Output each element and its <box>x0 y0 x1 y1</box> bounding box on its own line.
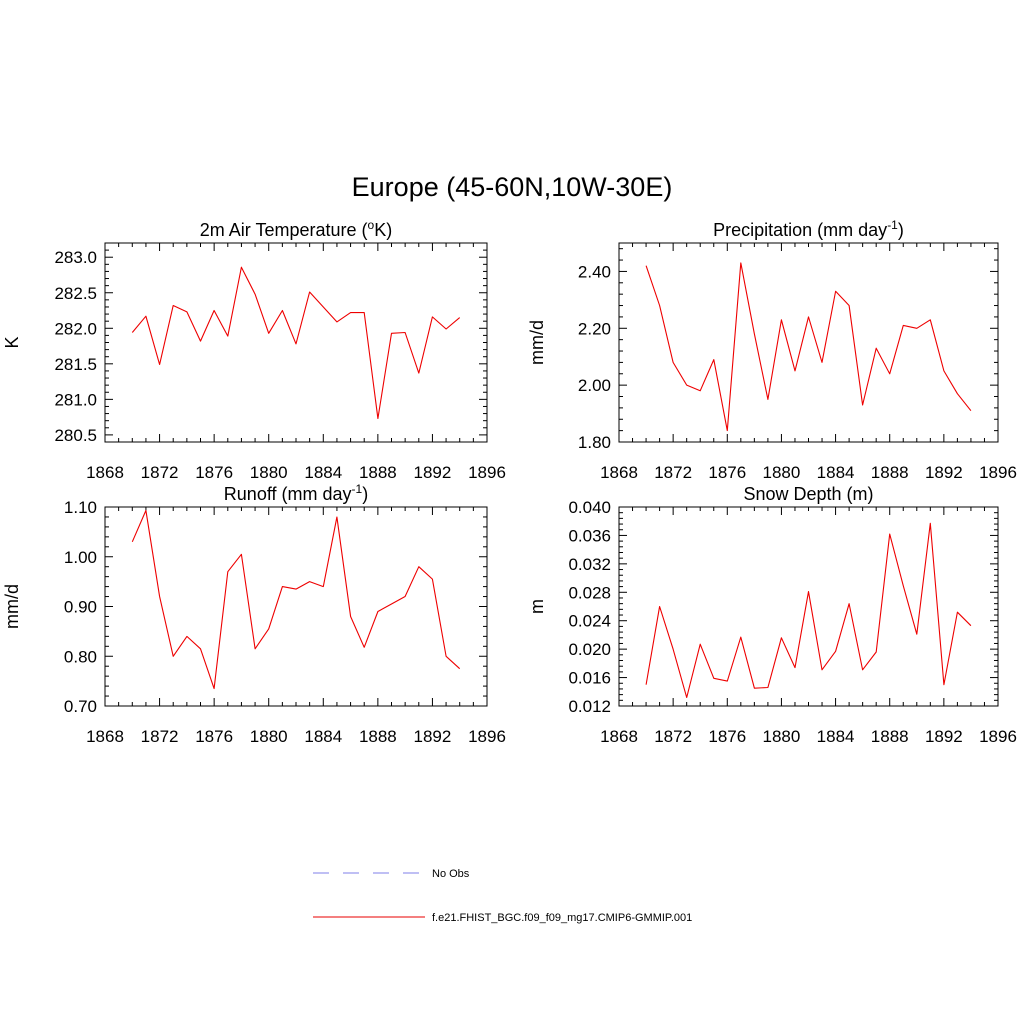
y-tick-label: 0.016 <box>568 669 611 688</box>
y-tick-label: 281.0 <box>54 390 97 409</box>
panel-title: Snow Depth (m) <box>743 484 873 504</box>
plot-frame <box>104 242 488 443</box>
x-tick-label: 1896 <box>468 727 506 746</box>
x-tick-label: 1884 <box>304 727 342 746</box>
x-tick-label: 1872 <box>141 727 179 746</box>
series-line <box>131 266 461 420</box>
panel-title-superscript: -1 <box>352 482 363 496</box>
y-tick-label: 282.0 <box>54 319 97 338</box>
x-tick-label: 1888 <box>871 463 909 482</box>
x-tick-label: 1872 <box>654 727 692 746</box>
y-tick-label: 281.5 <box>54 355 97 374</box>
panel-title-suffix: K) <box>374 220 392 240</box>
x-tick-label: 1872 <box>654 463 692 482</box>
chart-panel-1: 2m Air Temperature (oK) K 1868 1872 1876 1880… <box>2 218 506 482</box>
panel-title: Precipitation (mm day-1) <box>713 218 904 240</box>
figure-title: Europe (45-60N,10W-30E) <box>352 172 673 202</box>
y-tick-label: 2.40 <box>578 262 611 281</box>
panel-title-text: Snow Depth (m) <box>743 484 873 504</box>
panel-title-text: Precipitation (mm day <box>713 220 887 240</box>
series-line <box>645 522 972 699</box>
y-tick-label: 0.040 <box>568 498 611 517</box>
panel-title-superscript: o <box>368 218 375 232</box>
y-tick-label: 0.012 <box>568 697 611 716</box>
y-tick-label: 1.00 <box>64 548 97 567</box>
y-tick-label: 2.20 <box>578 319 611 338</box>
plot-frame <box>618 506 999 707</box>
y-axis-label: mm/d <box>527 320 547 365</box>
plot-frame <box>104 506 488 707</box>
plot-frame <box>618 242 999 443</box>
y-tick-label: 1.10 <box>64 498 97 517</box>
series-line <box>131 509 461 690</box>
panel-title-text: Runoff (mm day <box>224 484 352 504</box>
x-tick-label: 1896 <box>979 463 1017 482</box>
x-tick-label: 1868 <box>86 727 124 746</box>
y-axis-label: K <box>2 336 22 348</box>
panel-title-superscript: -1 <box>887 218 898 232</box>
y-tick-label: 280.5 <box>54 426 97 445</box>
panel-title-suffix: ) <box>898 220 904 240</box>
x-tick-label: 1868 <box>600 463 638 482</box>
x-tick-label: 1880 <box>250 463 288 482</box>
x-tick-label: 1872 <box>141 463 179 482</box>
chart-panel-4: Snow Depth (m) m 1868 1872 1876 1880 1884 1888 1… <box>527 484 1017 746</box>
x-tick-label: 1896 <box>979 727 1017 746</box>
panel-title-text: 2m Air Temperature ( <box>200 220 368 240</box>
panel-title: 2m Air Temperature (oK) <box>200 218 392 240</box>
y-tick-label: 0.80 <box>64 647 97 666</box>
panel-title: Runoff (mm day-1) <box>224 482 368 504</box>
x-tick-label: 1888 <box>359 463 397 482</box>
x-tick-label: 1876 <box>195 727 233 746</box>
series-line <box>645 262 972 432</box>
x-tick-label: 1888 <box>871 727 909 746</box>
y-tick-label: 0.028 <box>568 583 611 602</box>
x-tick-label: 1880 <box>763 463 801 482</box>
y-tick-label: 0.90 <box>64 598 97 617</box>
legend-label-1: No Obs <box>432 868 470 880</box>
y-tick-label: 282.5 <box>54 284 97 303</box>
y-tick-label: 0.032 <box>568 555 611 574</box>
x-tick-label: 1896 <box>468 463 506 482</box>
x-tick-label: 1892 <box>414 727 452 746</box>
y-tick-label: 0.024 <box>568 612 611 631</box>
y-axis-label: mm/d <box>2 584 22 629</box>
x-tick-label: 1892 <box>925 727 963 746</box>
chart-panel-2: Precipitation (mm day-1) mm/d 1868 1872 1876… <box>527 218 1017 482</box>
legend-label-2: f.e21.FHIST_BGC.f09_f09_mg17.CMIP6-GMMIP… <box>432 912 692 924</box>
x-tick-label: 1868 <box>600 727 638 746</box>
x-tick-label: 1884 <box>817 727 855 746</box>
x-tick-label: 1880 <box>250 727 288 746</box>
x-tick-label: 1876 <box>708 727 746 746</box>
legend: No Obs f.e21.FHIST_BGC.f09_f09_mg17.CMIP6… <box>313 868 692 924</box>
y-tick-label: 0.036 <box>568 526 611 545</box>
x-tick-label: 1876 <box>708 463 746 482</box>
x-tick-label: 1884 <box>304 463 342 482</box>
y-tick-label: 283.0 <box>54 248 97 267</box>
chart-panel-3: Runoff (mm day-1) mm/d 1868 1872 1876 1880 188… <box>2 482 506 746</box>
x-tick-label: 1892 <box>925 463 963 482</box>
y-tick-label: 0.70 <box>64 697 97 716</box>
y-tick-label: 1.80 <box>578 433 611 452</box>
y-tick-label: 2.00 <box>578 376 611 395</box>
x-tick-label: 1884 <box>817 463 855 482</box>
x-tick-label: 1888 <box>359 727 397 746</box>
panel-title-suffix: ) <box>362 484 368 504</box>
x-tick-label: 1876 <box>195 463 233 482</box>
x-tick-label: 1868 <box>86 463 124 482</box>
panels: 2m Air Temperature (oK) K 1868 1872 1876 1880… <box>2 218 1017 746</box>
y-tick-label: 0.020 <box>568 640 611 659</box>
x-tick-label: 1892 <box>414 463 452 482</box>
x-tick-label: 1880 <box>763 727 801 746</box>
y-axis-label: m <box>527 599 547 614</box>
